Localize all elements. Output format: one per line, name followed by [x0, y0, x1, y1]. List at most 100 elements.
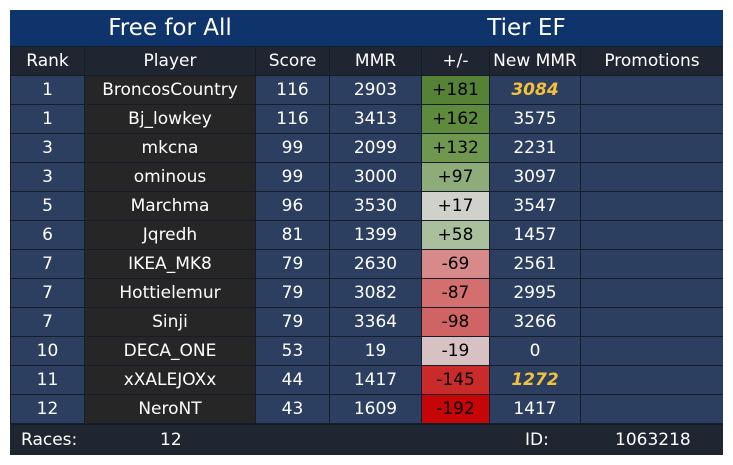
- column-header-promotions: Promotions: [580, 46, 723, 76]
- promotion-cell: [580, 307, 723, 337]
- promotion-cell: [580, 133, 723, 163]
- results-table: Rank Player Score MMR +/- New MMR Promotions 1…: [10, 46, 723, 424]
- score-cell: 116: [255, 104, 330, 134]
- promotion-cell: [580, 104, 723, 134]
- rank-cell: 6: [10, 220, 85, 250]
- promotion-cell: [580, 394, 723, 424]
- table-row: 12 NeroNT 43 1609 -192 1417: [10, 394, 723, 424]
- delta-cell: -98: [421, 307, 490, 337]
- table-row: 1 BroncosCountry 116 2903 +181 3084: [10, 75, 723, 105]
- header-row: Rank Player Score MMR +/- New MMR Promotions: [10, 46, 723, 76]
- column-header-player: Player: [84, 46, 256, 76]
- player-cell: Bj_lowkey: [84, 104, 256, 134]
- new-mmr-cell: 1417: [489, 394, 581, 424]
- delta-cell: +58: [421, 220, 490, 250]
- new-mmr-cell: 3084: [489, 75, 581, 105]
- rank-cell: 7: [10, 307, 85, 337]
- title-bar: Free for All Tier EF: [10, 10, 723, 46]
- player-cell: Jqredh: [84, 220, 256, 250]
- mmr-cell: 2903: [329, 75, 422, 105]
- player-cell: BroncosCountry: [84, 75, 256, 105]
- score-cell: 116: [255, 75, 330, 105]
- tier-title: Tier EF: [487, 15, 566, 41]
- rank-cell: 5: [10, 191, 85, 221]
- player-cell: Marchma: [84, 191, 256, 221]
- score-cell: 96: [255, 191, 330, 221]
- player-cell: Hottielemur: [84, 278, 256, 308]
- score-cell: 43: [255, 394, 330, 424]
- rank-cell: 10: [10, 336, 85, 366]
- rank-cell: 1: [10, 75, 85, 105]
- delta-cell: +17: [421, 191, 490, 221]
- mmr-cell: 1609: [329, 394, 422, 424]
- player-cell: IKEA_MK8: [84, 249, 256, 279]
- column-header-rank: Rank: [10, 46, 85, 76]
- score-cell: 79: [255, 249, 330, 279]
- delta-cell: -19: [421, 336, 490, 366]
- footer-bar: Races: 12 ID: 1063218: [10, 425, 723, 455]
- mmr-cell: 2630: [329, 249, 422, 279]
- table-row: 6 Jqredh 81 1399 +58 1457: [10, 220, 723, 250]
- player-cell: xXALEJOXx: [84, 365, 256, 395]
- delta-cell: -87: [421, 278, 490, 308]
- mmr-cell: 3000: [329, 162, 422, 192]
- mmr-cell: 1399: [329, 220, 422, 250]
- promotion-cell: [580, 75, 723, 105]
- rank-cell: 3: [10, 133, 85, 163]
- table-row: 5 Marchma 96 3530 +17 3547: [10, 191, 723, 221]
- player-cell: DECA_ONE: [84, 336, 256, 366]
- delta-cell: -69: [421, 249, 490, 279]
- delta-cell: -192: [421, 394, 490, 424]
- score-cell: 79: [255, 307, 330, 337]
- mmr-cell: 3082: [329, 278, 422, 308]
- table-row: 7 IKEA_MK8 79 2630 -69 2561: [10, 249, 723, 279]
- table-row: 10 DECA_ONE 53 19 -19 0: [10, 336, 723, 366]
- player-cell: NeroNT: [84, 394, 256, 424]
- table-row: 3 ominous 99 3000 +97 3097: [10, 162, 723, 192]
- promotion-cell: [580, 191, 723, 221]
- delta-cell: -145: [421, 365, 490, 395]
- score-cell: 44: [255, 365, 330, 395]
- new-mmr-cell: 1272: [489, 365, 581, 395]
- mmr-cell: 1417: [329, 365, 422, 395]
- promotion-cell: [580, 249, 723, 279]
- races-value: 12: [160, 430, 182, 450]
- player-cell: mkcna: [84, 133, 256, 163]
- new-mmr-cell: 2995: [489, 278, 581, 308]
- rank-cell: 3: [10, 162, 85, 192]
- delta-cell: +162: [421, 104, 490, 134]
- table-row: 3 mkcna 99 2099 +132 2231: [10, 133, 723, 163]
- delta-cell: +181: [421, 75, 490, 105]
- promotion-cell: [580, 162, 723, 192]
- delta-cell: +132: [421, 133, 490, 163]
- promotion-cell: [580, 336, 723, 366]
- player-cell: ominous: [84, 162, 256, 192]
- table-row: 11 xXALEJOXx 44 1417 -145 1272: [10, 365, 723, 395]
- score-cell: 99: [255, 162, 330, 192]
- new-mmr-cell: 3575: [489, 104, 581, 134]
- rank-cell: 7: [10, 278, 85, 308]
- table-row: 1 Bj_lowkey 116 3413 +162 3575: [10, 104, 723, 134]
- rank-cell: 11: [10, 365, 85, 395]
- mmr-cell: 3413: [329, 104, 422, 134]
- new-mmr-cell: 2231: [489, 133, 581, 163]
- score-cell: 81: [255, 220, 330, 250]
- new-mmr-cell: 3097: [489, 162, 581, 192]
- results-board: Free for All Tier EF Rank Player Score MMR +…: [10, 10, 723, 455]
- new-mmr-cell: 1457: [489, 220, 581, 250]
- score-cell: 99: [255, 133, 330, 163]
- rank-cell: 7: [10, 249, 85, 279]
- column-header-score: Score: [255, 46, 330, 76]
- new-mmr-cell: 0: [489, 336, 581, 366]
- promotion-cell: [580, 278, 723, 308]
- delta-cell: +97: [421, 162, 490, 192]
- rank-cell: 12: [10, 394, 85, 424]
- mmr-cell: 3530: [329, 191, 422, 221]
- promotion-cell: [580, 365, 723, 395]
- new-mmr-cell: 2561: [489, 249, 581, 279]
- id-value: 1063218: [615, 430, 691, 450]
- mmr-cell: 3364: [329, 307, 422, 337]
- mode-title: Free for All: [108, 15, 232, 41]
- mmr-cell: 2099: [329, 133, 422, 163]
- races-label: Races:: [21, 430, 78, 450]
